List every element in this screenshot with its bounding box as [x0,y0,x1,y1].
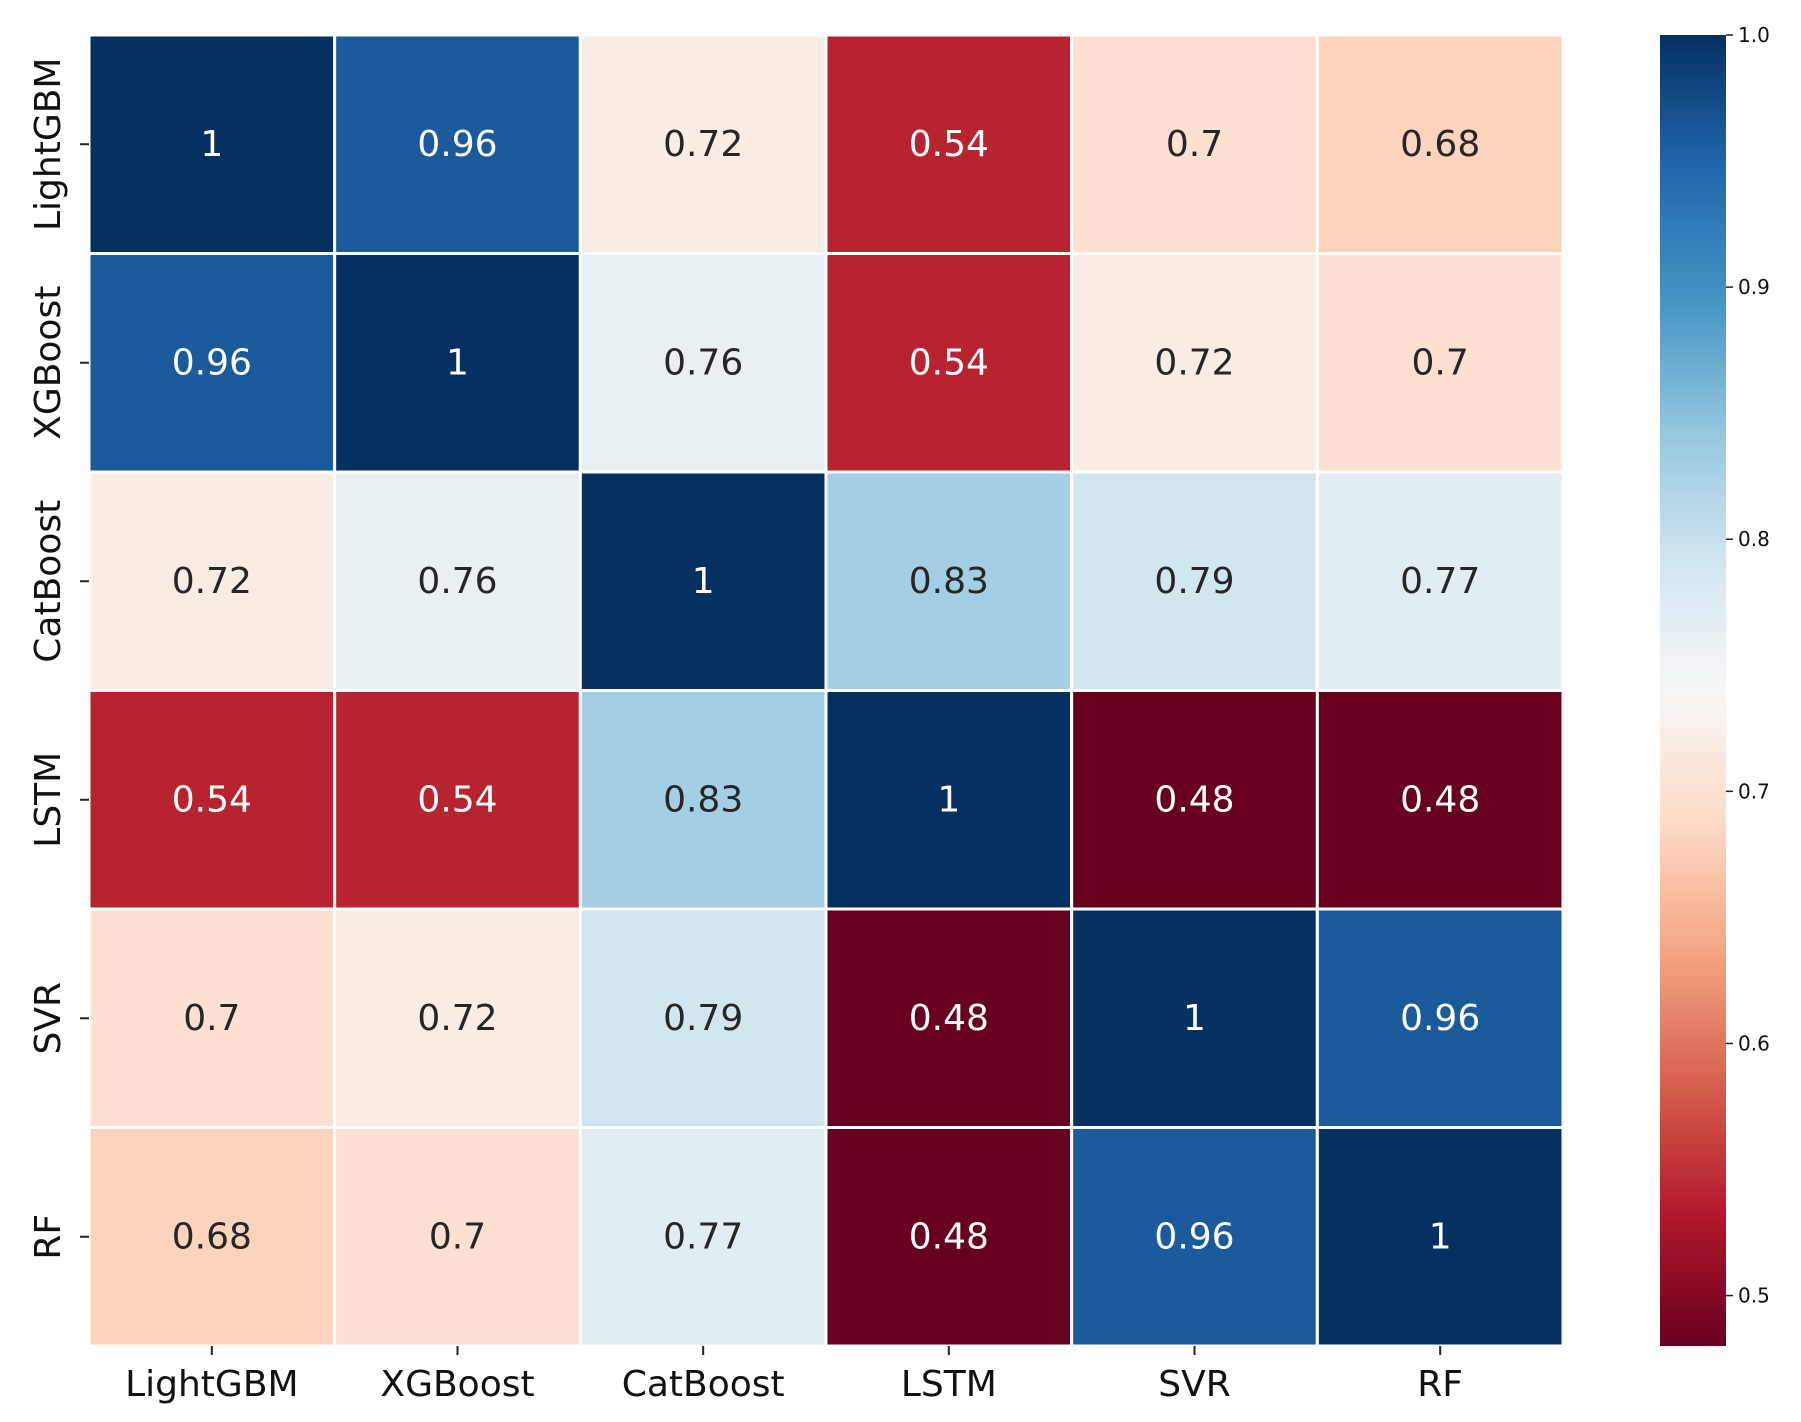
heatmap-cell-SVR-SVR [1070,907,1319,1129]
heatmap-cell-XGBoost-RF [1315,252,1565,474]
cell-value-label: 1 [1429,1216,1452,1257]
cell-value-label: 0.76 [663,342,743,383]
heatmap-annotations: 1 0.96 0.72 0.54 0.7 0.68 0.96 1 0.76 0.54 0.72 0.7… [172,124,1480,1258]
heatmap-cell-LSTM-XGBoost [333,689,582,911]
cell-value-label: 1 [200,124,223,165]
heatmap-cell-SVR-LightGBM [87,907,337,1129]
y-tick-label: RF [28,1214,69,1260]
heatmap-cell-RF-SVR [1070,1126,1319,1348]
heatmap-cell-LightGBM-LSTM [824,33,1074,255]
cell-value-label: 1 [692,561,715,602]
heatmap-cell-LightGBM-XGBoost [333,33,582,255]
heatmap-cell-RF-RF [1315,1126,1565,1348]
colorbar-gradient [1660,35,1726,1346]
heatmap-cell-LSTM-LightGBM [87,689,337,911]
x-tick-label: CatBoost [622,1364,785,1405]
cell-value-label: 0.54 [172,779,252,820]
colorbar-tick-label: 0.8 [1738,527,1770,551]
cell-value-label: 0.96 [1400,998,1480,1039]
y-tick-label: CatBoost [28,500,69,663]
heatmap-cell-LightGBM-RF [1315,33,1565,255]
heatmap-cell-XGBoost-XGBoost [333,252,582,474]
colorbar-tick-label: 0.7 [1738,779,1770,803]
cell-value-label: 0.48 [909,1216,989,1257]
y-tick-label: XGBoost [28,286,69,440]
cell-value-label: 0.54 [417,779,497,820]
cell-value-label: 1 [1183,998,1206,1039]
heatmap-cell-LSTM-SVR [1070,689,1319,911]
cell-value-label: 0.48 [1400,779,1480,820]
cell-value-label: 0.72 [417,998,497,1039]
colorbar-tick-label: 0.6 [1738,1031,1770,1055]
cell-value-label: 1 [937,779,960,820]
heatmap-cell-LightGBM-SVR [1070,33,1319,255]
heatmap-cell-LSTM-LSTM [824,689,1074,911]
x-tick-label: XGBoost [380,1364,534,1405]
cell-value-label: 0.72 [172,561,252,602]
y-tick-label: LSTM [28,752,69,848]
colorbar: 0.5 0.6 0.7 0.8 0.9 1.0 [1660,23,1770,1346]
cell-value-label: 0.96 [172,342,252,383]
x-tick-label: SVR [1158,1364,1231,1405]
cell-value-label: 0.7 [183,998,240,1039]
cell-value-label: 0.48 [909,998,989,1039]
cell-value-label: 0.54 [909,342,989,383]
cell-value-label: 0.68 [1400,124,1480,165]
cell-value-label: 0.68 [172,1216,252,1257]
heatmap-cell-LightGBM-LightGBM [87,33,337,255]
heatmap-cell-LightGBM-CatBoost [578,33,828,255]
colorbar-tick-label: 1.0 [1738,23,1770,47]
heatmap-cell-SVR-CatBoost [578,907,828,1129]
cell-value-label: 0.79 [1154,561,1234,602]
cell-value-label: 0.7 [1166,124,1223,165]
heatmap-cell-RF-LightGBM [87,1126,337,1348]
colorbar-tick-label: 0.9 [1738,275,1770,299]
cell-value-label: 0.76 [417,561,497,602]
heatmap-cell-XGBoost-LSTM [824,252,1074,474]
cell-value-label: 0.7 [429,1216,486,1257]
cell-value-label: 0.83 [909,561,989,602]
cell-value-label: 0.7 [1412,342,1469,383]
heatmap-cell-SVR-RF [1315,907,1565,1129]
cell-value-label: 0.79 [663,998,743,1039]
x-tick-label: LSTM [901,1364,997,1405]
heatmap-cell-CatBoost-SVR [1070,470,1319,692]
cell-value-label: 0.77 [663,1216,743,1257]
cell-value-label: 0.72 [663,124,743,165]
heatmap-cell-CatBoost-RF [1315,470,1565,692]
cell-value-label: 0.54 [909,124,989,165]
heatmap-cell-LSTM-RF [1315,689,1565,911]
heatmap-cell-CatBoost-LightGBM [87,470,337,692]
colorbar-tick-label: 0.5 [1738,1284,1770,1308]
cell-value-label: 0.96 [1154,1216,1234,1257]
y-tick-label: SVR [28,982,69,1055]
heatmap-cell-LSTM-CatBoost [578,689,828,911]
heatmap-cell-CatBoost-XGBoost [333,470,582,692]
cell-value-label: 1 [446,342,469,383]
cell-value-label: 0.48 [1154,779,1234,820]
y-axis: LightGBM XGBoost CatBoost LSTM SVR RF [28,58,89,1260]
heatmap-cells [87,33,1565,1348]
cell-value-label: 0.96 [417,124,497,165]
heatmap-cell-CatBoost-LSTM [824,470,1074,692]
x-tick-label: LightGBM [125,1364,299,1405]
x-axis: LightGBM XGBoost CatBoost LSTM SVR RF [125,1346,1463,1405]
cell-value-label: 0.83 [663,779,743,820]
cell-value-label: 0.72 [1154,342,1234,383]
heatmap-cell-SVR-LSTM [824,907,1074,1129]
cell-value-label: 0.77 [1400,561,1480,602]
x-tick-label: RF [1417,1364,1463,1405]
y-tick-label: LightGBM [28,58,69,232]
